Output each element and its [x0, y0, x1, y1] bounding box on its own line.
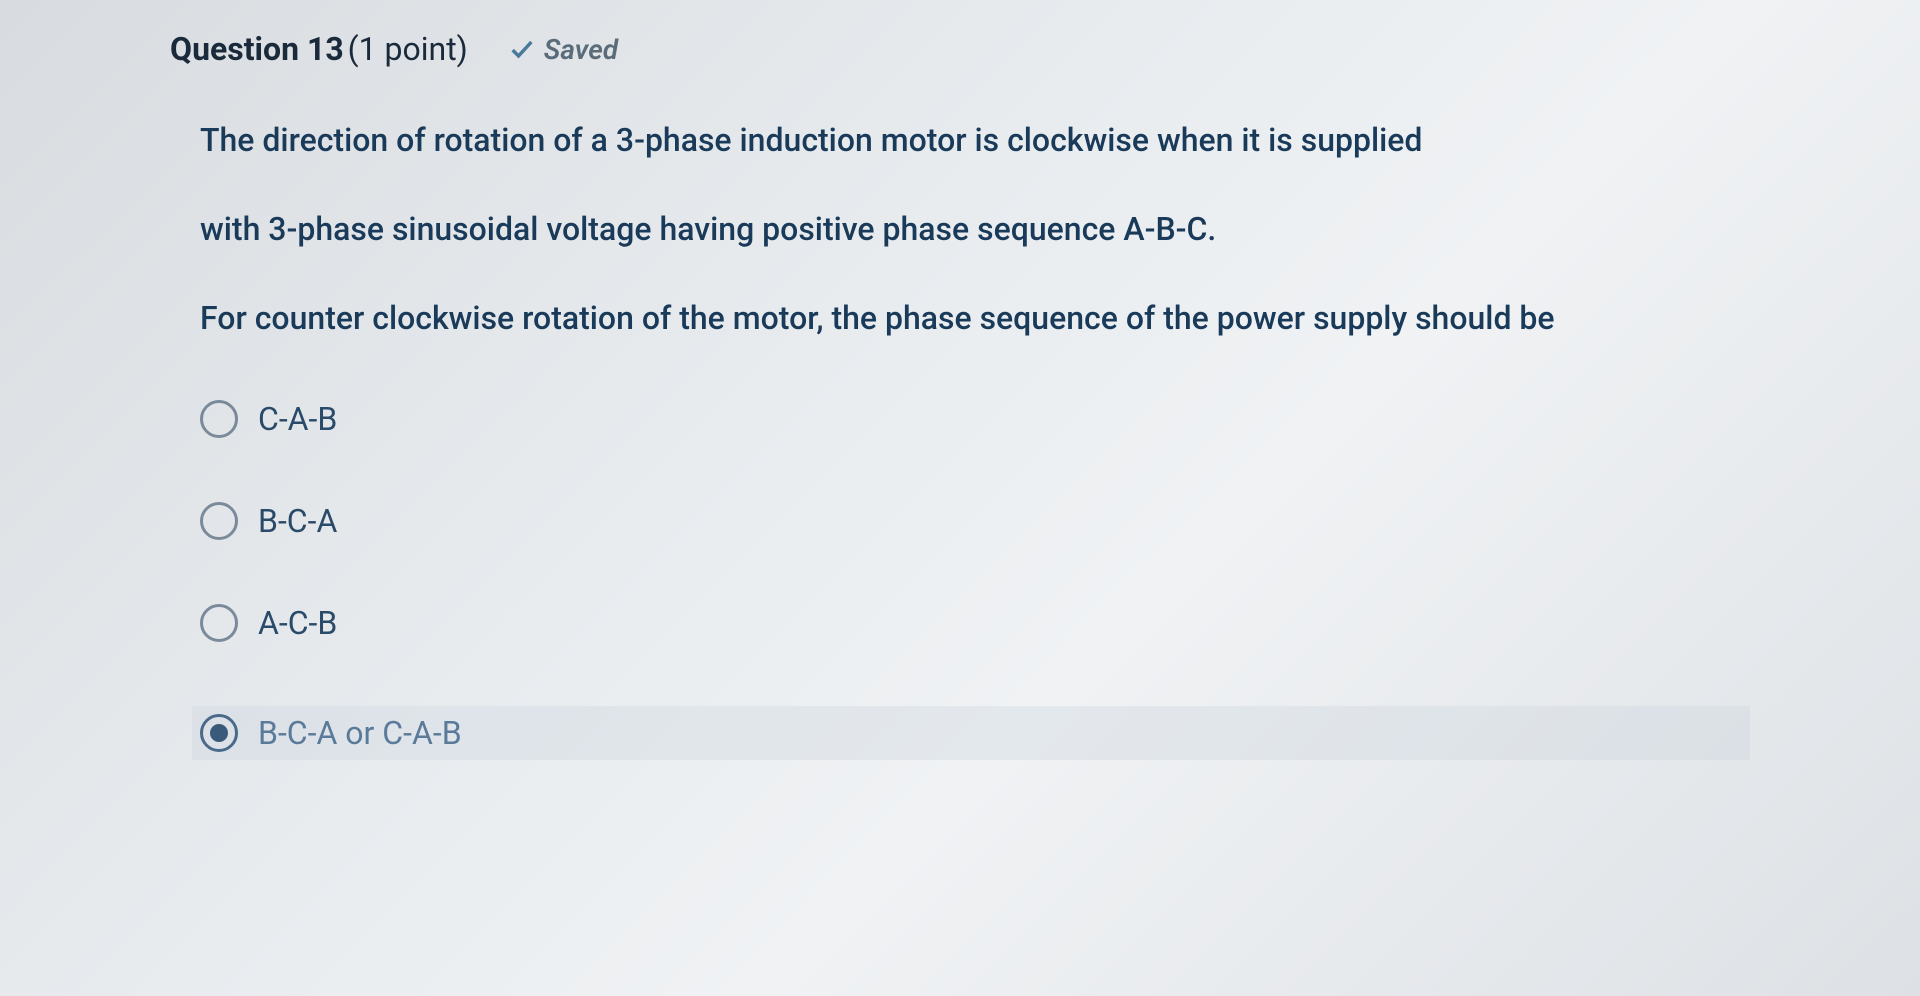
- check-icon: [508, 35, 536, 63]
- option-label: B-C-A: [258, 502, 337, 540]
- question-title-group: Question 13 (1 point): [170, 30, 468, 68]
- option-2[interactable]: B-C-A: [200, 502, 1750, 540]
- radio-button[interactable]: [200, 502, 238, 540]
- question-text-line-2: with 3-phase sinusoidal voltage having p…: [200, 207, 1750, 252]
- saved-indicator: Saved: [508, 33, 618, 66]
- option-label: C-A-B: [258, 400, 337, 438]
- question-number: Question 13: [170, 30, 344, 68]
- question-body: The direction of rotation of a 3-phase i…: [170, 118, 1750, 340]
- question-header: Question 13 (1 point) Saved: [170, 30, 1750, 68]
- option-3[interactable]: A-C-B: [200, 604, 1750, 642]
- saved-label: Saved: [544, 33, 618, 66]
- radio-button[interactable]: [200, 604, 238, 642]
- question-text-line-3: For counter clockwise rotation of the mo…: [200, 296, 1750, 341]
- radio-button[interactable]: [200, 400, 238, 438]
- option-label: B-C-A or C-A-B: [258, 714, 462, 752]
- option-1[interactable]: C-A-B: [200, 400, 1750, 438]
- question-points: (1 point): [348, 30, 468, 68]
- option-label: A-C-B: [258, 604, 337, 642]
- options-group: C-A-B B-C-A A-C-B B-C-A or C-A-B: [170, 400, 1750, 760]
- radio-button-selected[interactable]: [200, 714, 238, 752]
- question-text-line-1: The direction of rotation of a 3-phase i…: [200, 118, 1750, 163]
- option-4[interactable]: B-C-A or C-A-B: [192, 706, 1750, 760]
